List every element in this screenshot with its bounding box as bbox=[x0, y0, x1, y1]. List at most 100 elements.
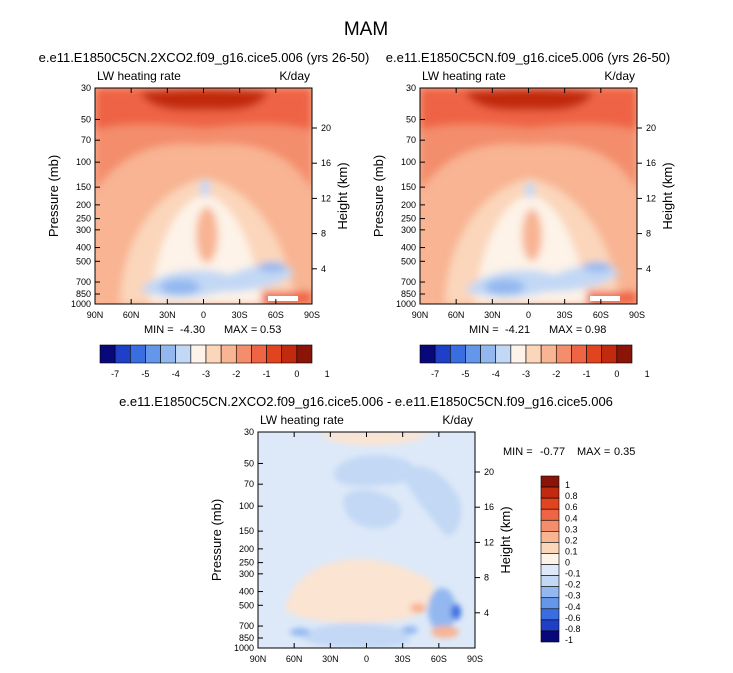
panel-1-field bbox=[95, 88, 312, 304]
colorbar-2-label: -4 bbox=[492, 369, 500, 379]
panel-2-right-string: K/day bbox=[604, 69, 635, 83]
colorbar-3-label: 0.8 bbox=[565, 491, 578, 501]
colorbar-2-swatch bbox=[540, 344, 557, 364]
panel-3-ytick-label: 1000 bbox=[234, 643, 254, 653]
panel-3-min-label: MIN = bbox=[503, 446, 533, 458]
panel-1-ytick-label: 400 bbox=[76, 243, 91, 253]
colorbar-3-label: 1 bbox=[565, 480, 570, 490]
panel-3-ytick-right-label: 12 bbox=[484, 537, 494, 547]
panel-1-topography bbox=[268, 296, 298, 301]
panel-3-ytick-right-label: 4 bbox=[484, 608, 489, 618]
panel-3-south-warm bbox=[431, 626, 459, 638]
colorbar-panel-2: -7 -5 -4 -3 -2 -1 0 1 bbox=[419, 344, 650, 379]
panel-3-ytick-right-label: 8 bbox=[484, 573, 489, 583]
panel-2-xtick-label: 90S bbox=[629, 310, 645, 320]
colorbar-3-swatch bbox=[540, 597, 560, 610]
panel-1-ytick-label: 250 bbox=[76, 214, 91, 224]
colorbar-2-label: -1 bbox=[583, 369, 591, 379]
colorbar-3-swatch bbox=[540, 608, 560, 621]
colorbar-1-label: 1 bbox=[325, 369, 330, 379]
panel-3-xtick-label: 60N bbox=[286, 654, 303, 664]
panel-1-xtick-label: 90N bbox=[87, 310, 104, 320]
panel-1-min-value: -4.30 bbox=[180, 324, 205, 336]
panel-3-mid-cool bbox=[400, 466, 462, 536]
panel-1-ylabel-right: Height (km) bbox=[335, 162, 350, 229]
colorbar-1-label: -1 bbox=[263, 369, 271, 379]
panel-1-ylabel: Pressure (mb) bbox=[46, 155, 61, 237]
colorbar-2-label: -3 bbox=[522, 369, 530, 379]
colorbar-1-swatch bbox=[296, 344, 313, 364]
panel-3-min-value: -0.77 bbox=[540, 446, 565, 458]
panel-2-ytick-label: 1000 bbox=[396, 299, 416, 309]
panel-2-ytick-label: 700 bbox=[401, 277, 416, 287]
panel-3-max-value: 0.35 bbox=[614, 446, 635, 458]
panel-3-south-cool-core bbox=[451, 604, 461, 620]
panel-2-ytick-right-label: 4 bbox=[646, 264, 651, 274]
colorbar-1-swatch bbox=[220, 344, 237, 364]
colorbar-2-swatch bbox=[419, 344, 436, 364]
panel-3-ytick-label: 250 bbox=[239, 558, 254, 568]
colorbar-3-label: -1 bbox=[565, 635, 573, 645]
colorbar-3-label: -0.3 bbox=[565, 591, 581, 601]
colorbar-1-swatch bbox=[145, 344, 161, 364]
panel-2-topography bbox=[590, 296, 620, 301]
panel-2-max-label: MAX = bbox=[549, 324, 582, 336]
panel-2-ytick-label: 250 bbox=[401, 214, 416, 224]
colorbar-1-label: -2 bbox=[232, 369, 240, 379]
panel-2-ytick-right-label: 12 bbox=[646, 193, 656, 203]
colorbar-1-label: -4 bbox=[172, 369, 180, 379]
panel-3-ytick-label: 70 bbox=[244, 479, 254, 489]
panel-1-xtick-label: 0 bbox=[201, 310, 206, 320]
colorbar-2-swatch bbox=[510, 344, 527, 364]
colorbar-2-swatch bbox=[601, 344, 618, 364]
panel-1-max-label: MAX = bbox=[224, 324, 257, 336]
panel-2-ytick-right-label: 8 bbox=[646, 229, 651, 239]
panel-3-ytick-label: 500 bbox=[239, 600, 254, 610]
panel-1-stratosphere-max bbox=[140, 89, 268, 111]
panel-3-ytick-label: 400 bbox=[239, 587, 254, 597]
colorbar-1-label: 0 bbox=[294, 369, 299, 379]
colorbar-1-label: -5 bbox=[141, 369, 149, 379]
panel-1-xtick-label: 90S bbox=[304, 310, 320, 320]
colorbar-2-swatch bbox=[480, 344, 497, 364]
panel-2-max-value: 0.98 bbox=[585, 324, 606, 336]
panel-2-low-cool-core-2 bbox=[583, 262, 611, 272]
panel-1-upper-cool-blob bbox=[200, 179, 210, 197]
panel-3-xtick-label: 90N bbox=[250, 654, 267, 664]
panel-2-ytick-label: 150 bbox=[401, 182, 416, 192]
panel-1-title: e.e11.E1850C5CN.2XCO2.f09_g16.cice5.006 … bbox=[39, 50, 370, 65]
panel-1-ytick-label: 300 bbox=[76, 225, 91, 235]
panel-1-low-cool-core bbox=[160, 279, 200, 295]
panel-2-ytick-right-label: 16 bbox=[646, 158, 656, 168]
panel-3-north-cool-spot bbox=[290, 628, 310, 636]
panel-3-left-string: LW heating rate bbox=[260, 413, 344, 427]
panel-1-min-label: MIN = bbox=[144, 324, 174, 336]
colorbar-2-swatch bbox=[449, 344, 466, 364]
panel-3-ylabel-right: Height (km) bbox=[498, 506, 513, 573]
colorbar-3-label: -0.6 bbox=[565, 613, 581, 623]
panel-1-ytick-label: 200 bbox=[76, 200, 91, 210]
panel-2-left-string: LW heating rate bbox=[422, 69, 506, 83]
panel-2-mid-warm-blob bbox=[522, 209, 542, 261]
panel-3-field bbox=[258, 432, 475, 648]
panel-1-ytick-right-label: 8 bbox=[321, 229, 326, 239]
panel-1-ytick-label: 50 bbox=[81, 114, 91, 124]
panel-1-ytick-right-label: 4 bbox=[321, 264, 326, 274]
colorbar-3-label: 0.2 bbox=[565, 535, 578, 545]
panel-2-ytick-label: 400 bbox=[401, 243, 416, 253]
panel-3-ytick-label: 300 bbox=[239, 569, 254, 579]
panel-3-upper-cool-2 bbox=[343, 489, 401, 529]
colorbar-3-swatch bbox=[540, 630, 560, 643]
panel-3-xtick-label: 30N bbox=[322, 654, 339, 664]
panel-1-ytick-label: 700 bbox=[76, 277, 91, 287]
panel-3-ytick-right-label: 16 bbox=[484, 502, 494, 512]
colorbar-3-label: -0.2 bbox=[565, 580, 581, 590]
panel-1-right-string: K/day bbox=[279, 69, 310, 83]
panel-2-ylabel-right: Height (km) bbox=[660, 162, 675, 229]
panel-2-xtick-label: 30N bbox=[484, 310, 501, 320]
colorbar-1-swatch bbox=[160, 344, 177, 364]
panel-2-ytick-label: 30 bbox=[406, 83, 416, 93]
colorbar-2-label: -5 bbox=[461, 369, 469, 379]
colorbar-1-swatch bbox=[129, 344, 146, 364]
